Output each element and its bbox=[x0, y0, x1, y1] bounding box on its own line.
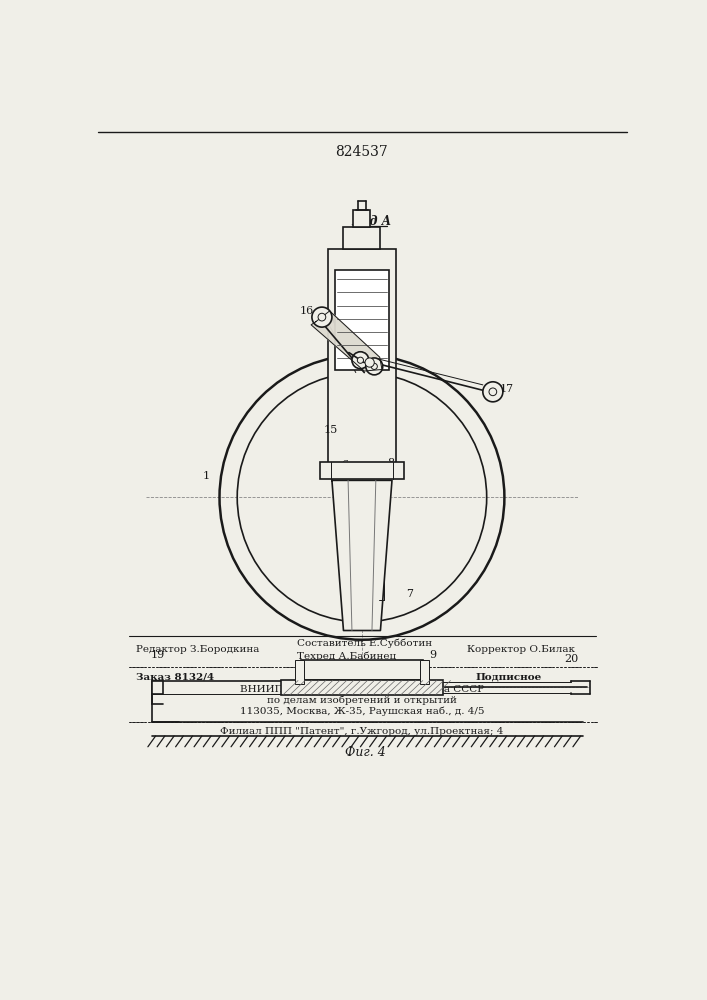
Circle shape bbox=[318, 313, 326, 321]
Text: 19: 19 bbox=[151, 650, 165, 660]
Circle shape bbox=[352, 352, 369, 369]
Text: Фиг. 4: Фиг. 4 bbox=[346, 746, 386, 759]
Text: 15: 15 bbox=[324, 425, 338, 435]
Circle shape bbox=[489, 388, 497, 396]
Text: 7: 7 bbox=[407, 589, 413, 599]
Circle shape bbox=[366, 358, 382, 375]
Circle shape bbox=[365, 358, 374, 367]
Text: 6: 6 bbox=[341, 460, 349, 470]
Text: 1: 1 bbox=[203, 471, 210, 481]
Text: Подписное: Подписное bbox=[475, 673, 542, 682]
Text: 17: 17 bbox=[500, 384, 514, 394]
Bar bbox=[354, 210, 370, 227]
Circle shape bbox=[357, 357, 363, 363]
Circle shape bbox=[312, 307, 332, 327]
Polygon shape bbox=[332, 480, 392, 631]
Text: Редактор З.Бородкина: Редактор З.Бородкина bbox=[136, 645, 259, 654]
Circle shape bbox=[483, 382, 503, 402]
Bar bbox=[328, 249, 396, 476]
Bar bbox=[420, 660, 429, 684]
Bar bbox=[281, 680, 443, 695]
Text: 113035, Москва, Ж-35, Раушская наб., д. 4/5: 113035, Москва, Ж-35, Раушская наб., д. … bbox=[240, 707, 484, 716]
Bar bbox=[295, 660, 304, 684]
Text: ВНИИПИ Государственного комитета СССР: ВНИИПИ Государственного комитета СССР bbox=[240, 685, 484, 694]
Text: 16: 16 bbox=[299, 306, 314, 316]
Circle shape bbox=[371, 363, 378, 369]
Bar bbox=[320, 462, 404, 479]
Text: 824537: 824537 bbox=[336, 145, 388, 159]
Text: Корректор О.Билак: Корректор О.Билак bbox=[467, 645, 575, 654]
Bar bbox=[335, 270, 389, 370]
Text: 9: 9 bbox=[429, 650, 436, 660]
Bar bbox=[152, 681, 163, 694]
Polygon shape bbox=[311, 311, 382, 371]
Text: Тираж 686: Тираж 686 bbox=[321, 673, 386, 682]
Text: Составитель Е.Субботин: Составитель Е.Субботин bbox=[296, 639, 432, 648]
Text: Заказ 8132/4: Заказ 8132/4 bbox=[136, 673, 214, 682]
Bar bbox=[301, 660, 423, 680]
Text: 8: 8 bbox=[387, 458, 395, 468]
Bar bbox=[344, 227, 380, 249]
Text: по делам изобретений и открытий: по делам изобретений и открытий bbox=[267, 696, 457, 705]
Text: 20: 20 bbox=[564, 654, 578, 664]
Text: Техред А.Бабинец: Техред А.Бабинец bbox=[296, 651, 396, 661]
Text: Вид А: Вид А bbox=[351, 215, 391, 228]
Text: Филиал ППП "Патент", г.Ужгород, ул.Проектная; 4: Филиал ППП "Патент", г.Ужгород, ул.Проек… bbox=[221, 727, 503, 736]
